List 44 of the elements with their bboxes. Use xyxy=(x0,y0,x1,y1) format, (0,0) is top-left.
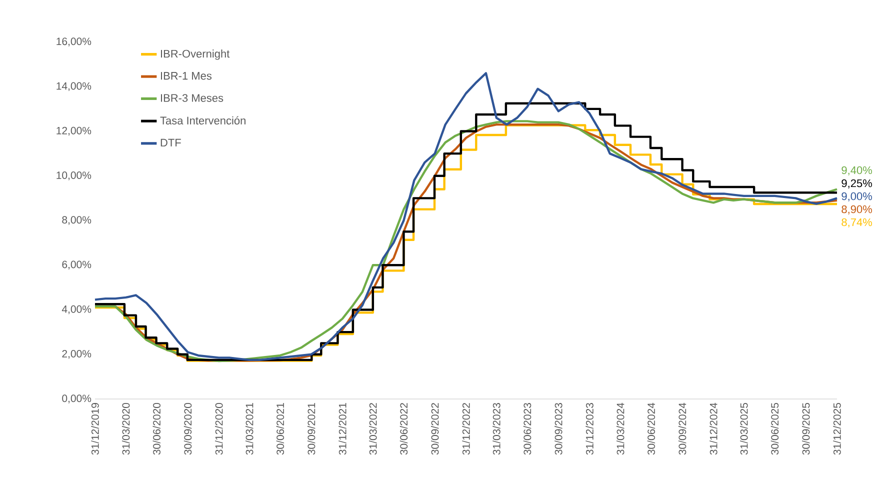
x-tick-label: 30/06/2020 xyxy=(152,402,160,455)
x-tick-label: 30/09/2023 xyxy=(554,402,562,455)
data-label: 8,90% xyxy=(842,205,872,214)
x-tick-label: 31/03/2022 xyxy=(369,403,377,455)
y-tick-label: 10,00% xyxy=(56,172,92,180)
x-tick-label: 31/12/2021 xyxy=(338,403,346,455)
y-tick-label: 8,00% xyxy=(62,216,92,225)
x-tick-label: 30/06/2021 xyxy=(276,403,284,455)
x-tick-label: 31/12/2019 xyxy=(91,403,99,455)
data-label: 8,74% xyxy=(842,218,872,228)
x-tick-label: 30/06/2022 xyxy=(400,403,408,455)
y-tick-label: 6,00% xyxy=(62,260,92,270)
legend-label: Tasa Intervención xyxy=(160,116,246,124)
legend-label: IBR-Overnight xyxy=(160,50,230,60)
x-tick-label: 31/03/2021 xyxy=(246,403,254,455)
x-tick-label: 30/09/2025 xyxy=(802,402,810,455)
data-label: 9,25% xyxy=(842,179,872,188)
y-tick-label: 4,00% xyxy=(62,305,92,314)
x-tick-label: 30/06/2025 xyxy=(770,402,779,455)
y-tick-label: 12,00% xyxy=(56,126,92,136)
y-tick-label: 2,00% xyxy=(62,350,92,359)
data-label: 9,40% xyxy=(842,166,872,176)
x-tick-label: 31/03/2025 xyxy=(740,402,748,455)
x-tick-label: 31/03/2024 xyxy=(616,402,624,455)
data-label: 9,00% xyxy=(842,192,872,202)
x-tick-label: 30/09/2024 xyxy=(678,402,686,455)
x-tick-label: 31/12/2023 xyxy=(586,402,594,455)
legend-label: IBR-1 Mes xyxy=(160,72,212,80)
y-tick-label: 16,00% xyxy=(56,38,92,46)
x-tick-label: 31/12/2025 xyxy=(833,402,841,455)
x-tick-label: 30/09/2020 xyxy=(184,402,192,455)
x-tick-label: 30/09/2022 xyxy=(431,403,439,455)
y-tick-label: 0,00% xyxy=(62,394,92,404)
x-tick-label: 31/12/2024 xyxy=(710,402,718,455)
x-tick-label: 30/06/2024 xyxy=(647,402,656,455)
x-tick-label: 31/12/2020 xyxy=(215,402,223,455)
x-tick-label: 31/03/2020 xyxy=(122,402,130,455)
y-tick-label: 14,00% xyxy=(56,82,92,91)
x-tick-label: 30/06/2023 xyxy=(523,402,532,455)
x-tick-label: 31/12/2022 xyxy=(462,403,470,455)
legend-label: IBR-3 Meses xyxy=(160,94,224,102)
legend-label: DTF xyxy=(160,138,181,146)
x-tick-label: 30/09/2021 xyxy=(307,403,316,455)
x-tick-label: 31/03/2023 xyxy=(492,402,500,455)
